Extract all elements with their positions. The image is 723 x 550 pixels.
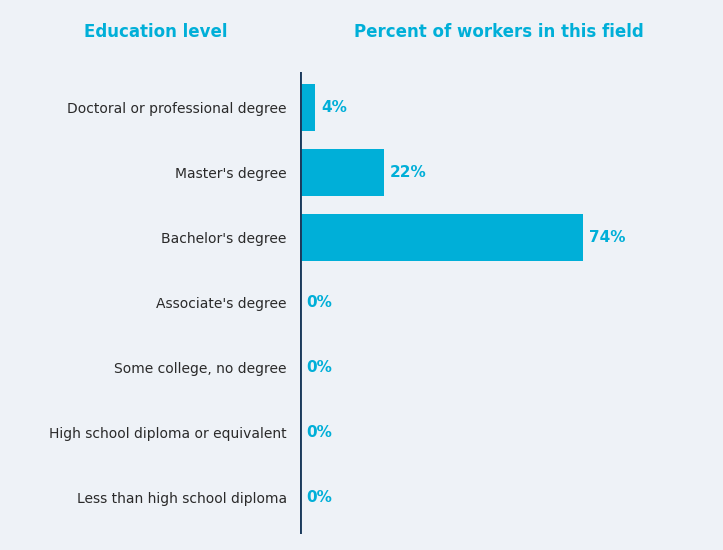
Text: 0%: 0% xyxy=(306,360,332,375)
Text: 0%: 0% xyxy=(306,490,332,505)
Text: Percent of workers in this field: Percent of workers in this field xyxy=(354,23,643,41)
Bar xyxy=(300,149,384,196)
Text: 74%: 74% xyxy=(589,230,625,245)
Text: 0%: 0% xyxy=(306,295,332,310)
Bar xyxy=(300,214,583,261)
Text: 22%: 22% xyxy=(390,165,427,180)
Text: 0%: 0% xyxy=(306,425,332,440)
Text: 4%: 4% xyxy=(321,100,347,115)
Bar xyxy=(300,84,315,131)
Text: Education level: Education level xyxy=(84,23,227,41)
